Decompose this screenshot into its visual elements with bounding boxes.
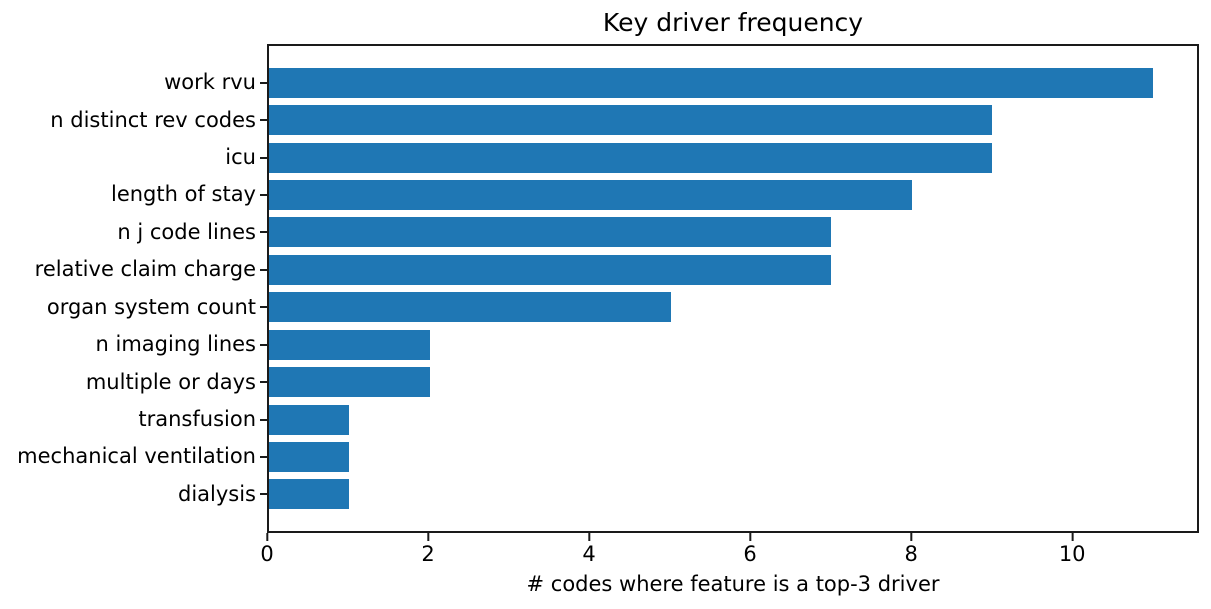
bar-track [269, 476, 1197, 513]
bar-row: n distinct rev codes [0, 101, 1199, 138]
bar-row: mechanical ventilation [0, 438, 1199, 475]
bar-track [269, 326, 1197, 363]
x-tick-label: 8 [904, 542, 918, 566]
y-tick-mark [260, 381, 267, 384]
bar [269, 217, 832, 248]
bar [269, 404, 350, 435]
category-label: work rvu [164, 70, 256, 95]
bar [269, 479, 350, 510]
x-tick-mark [910, 533, 913, 541]
y-tick-mark [260, 81, 267, 84]
x-tick-label: 2 [421, 542, 435, 566]
category-label: multiple or days [85, 369, 256, 394]
y-tick-mark [260, 268, 267, 271]
category-label: icu [225, 145, 256, 170]
category-label: relative claim charge [34, 257, 256, 282]
bar [269, 105, 993, 136]
bar-track [269, 401, 1197, 438]
y-tick-mark [260, 119, 267, 122]
x-tick-mark [266, 533, 268, 541]
x-tick: 8 [904, 533, 918, 566]
bar-row: relative claim charge [0, 251, 1199, 288]
category-label: n imaging lines [95, 332, 256, 357]
bar-track [269, 438, 1197, 475]
category-label: mechanical ventilation [17, 444, 256, 469]
y-tick-mark [260, 156, 267, 159]
bar-track [269, 176, 1197, 213]
bar-row: multiple or days [0, 363, 1199, 400]
bar-rows: work rvu n distinct rev codes icu length of… [0, 44, 1199, 533]
x-tick-mark [1071, 533, 1074, 541]
bar-row: transfusion [0, 401, 1199, 438]
x-tick: 2 [421, 533, 435, 566]
bar [269, 441, 350, 472]
category-label: n distinct rev codes [50, 107, 256, 132]
x-tick: 10 [1059, 533, 1086, 565]
bar-track [269, 363, 1197, 400]
x-tick-mark [427, 533, 430, 541]
bar [269, 292, 671, 323]
bar [269, 254, 832, 285]
x-tick: 6 [743, 533, 757, 566]
bar-row: n imaging lines [0, 326, 1199, 363]
bar-row: length of stay [0, 176, 1199, 213]
bar-row: organ system count [0, 289, 1199, 326]
x-tick-label: 4 [582, 542, 596, 566]
y-tick-mark [260, 231, 267, 234]
bar [269, 179, 912, 210]
bar-track [269, 251, 1197, 288]
y-tick-mark [260, 306, 267, 309]
x-tick: 0 [260, 533, 274, 566]
x-tick: 4 [582, 533, 596, 566]
bar [269, 142, 993, 173]
bar [269, 67, 1153, 98]
category-label: n j code lines [117, 219, 256, 244]
bar-row: icu [0, 139, 1199, 176]
x-tick-label: 6 [743, 542, 757, 566]
bar [269, 367, 430, 398]
x-axis-label: # codes where feature is a top-3 driver [526, 572, 940, 596]
bar-row: dialysis [0, 476, 1199, 513]
bar-track [269, 101, 1197, 138]
category-label: length of stay [110, 182, 256, 207]
y-tick-mark [260, 493, 267, 496]
x-tick-mark [588, 533, 591, 541]
category-label: transfusion [138, 407, 256, 431]
y-tick-mark [260, 193, 267, 196]
bar [269, 329, 430, 360]
bar-row: n j code lines [0, 214, 1199, 251]
bar-track [269, 214, 1197, 251]
y-tick-mark [260, 343, 267, 346]
category-label: dialysis [177, 481, 256, 506]
category-label: organ system count [46, 294, 256, 319]
x-tick-label: 10 [1058, 542, 1086, 566]
y-tick-mark [260, 418, 267, 421]
x-tick-label: 0 [260, 542, 274, 566]
bar-track [269, 64, 1197, 101]
bar-track [269, 289, 1197, 326]
bar-track [269, 139, 1197, 176]
y-tick-mark [260, 455, 267, 458]
bar-row: work rvu [0, 64, 1199, 101]
chart-title: Key driver frequency [602, 8, 864, 37]
x-tick-mark [749, 533, 752, 541]
